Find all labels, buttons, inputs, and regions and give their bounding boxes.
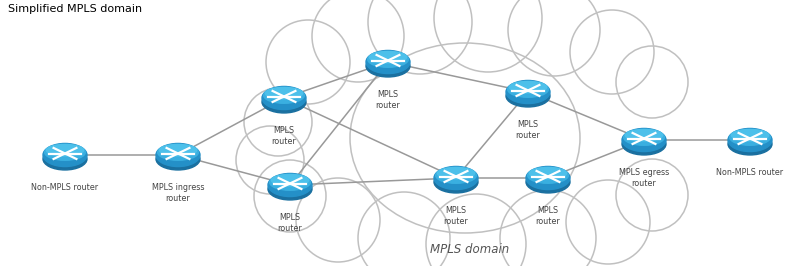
Text: MPLS
router: MPLS router (444, 206, 468, 226)
Text: MPLS ingress
router: MPLS ingress router (152, 183, 204, 203)
Text: MPLS
router: MPLS router (272, 126, 296, 146)
Ellipse shape (526, 167, 570, 190)
Circle shape (570, 10, 654, 94)
Text: MPLS domain: MPLS domain (430, 243, 510, 256)
Ellipse shape (266, 88, 302, 99)
Text: MPLS
router: MPLS router (376, 90, 400, 110)
Circle shape (500, 190, 596, 266)
Ellipse shape (158, 144, 198, 160)
Ellipse shape (271, 174, 309, 186)
Ellipse shape (626, 130, 662, 141)
Ellipse shape (264, 88, 304, 103)
Ellipse shape (45, 144, 86, 160)
Ellipse shape (350, 43, 580, 233)
Text: MPLS
router: MPLS router (536, 206, 560, 226)
Ellipse shape (530, 167, 566, 179)
Circle shape (244, 88, 312, 156)
Ellipse shape (156, 148, 200, 170)
Ellipse shape (46, 144, 84, 156)
Ellipse shape (622, 128, 666, 152)
Circle shape (368, 0, 472, 74)
Ellipse shape (159, 144, 197, 156)
Circle shape (426, 194, 526, 266)
Ellipse shape (730, 130, 770, 145)
Ellipse shape (528, 167, 568, 183)
Text: Non-MPLS router: Non-MPLS router (717, 168, 783, 177)
Ellipse shape (728, 128, 772, 152)
Ellipse shape (728, 133, 772, 155)
Ellipse shape (506, 85, 550, 107)
Ellipse shape (508, 81, 548, 97)
Text: MPLS
router: MPLS router (278, 213, 302, 233)
Ellipse shape (262, 91, 306, 113)
Circle shape (236, 126, 304, 194)
Circle shape (508, 0, 600, 76)
Text: Non-MPLS router: Non-MPLS router (31, 183, 98, 192)
Circle shape (296, 178, 380, 262)
Ellipse shape (268, 173, 312, 197)
Ellipse shape (731, 130, 769, 141)
Ellipse shape (270, 174, 310, 190)
Ellipse shape (366, 55, 410, 77)
Text: MPLS egress
router: MPLS egress router (619, 168, 669, 188)
Circle shape (312, 0, 404, 82)
Ellipse shape (436, 167, 476, 183)
Text: Simplified MPLS domain: Simplified MPLS domain (8, 4, 142, 14)
Ellipse shape (510, 81, 546, 93)
Ellipse shape (438, 167, 474, 179)
Circle shape (566, 180, 650, 264)
Circle shape (616, 46, 688, 118)
Ellipse shape (268, 178, 312, 200)
Ellipse shape (622, 133, 666, 155)
Ellipse shape (434, 167, 478, 190)
Circle shape (434, 0, 542, 72)
Circle shape (266, 20, 350, 104)
Ellipse shape (434, 171, 478, 193)
Ellipse shape (156, 143, 200, 167)
Ellipse shape (262, 86, 306, 110)
Ellipse shape (526, 171, 570, 193)
Ellipse shape (368, 51, 408, 67)
Circle shape (616, 159, 688, 231)
Circle shape (358, 192, 450, 266)
Ellipse shape (624, 130, 664, 145)
Ellipse shape (43, 143, 87, 167)
Ellipse shape (370, 51, 406, 63)
Ellipse shape (366, 51, 410, 74)
Text: MPLS
router: MPLS router (516, 120, 540, 140)
Circle shape (254, 160, 326, 232)
Ellipse shape (43, 148, 87, 170)
Ellipse shape (506, 80, 550, 103)
